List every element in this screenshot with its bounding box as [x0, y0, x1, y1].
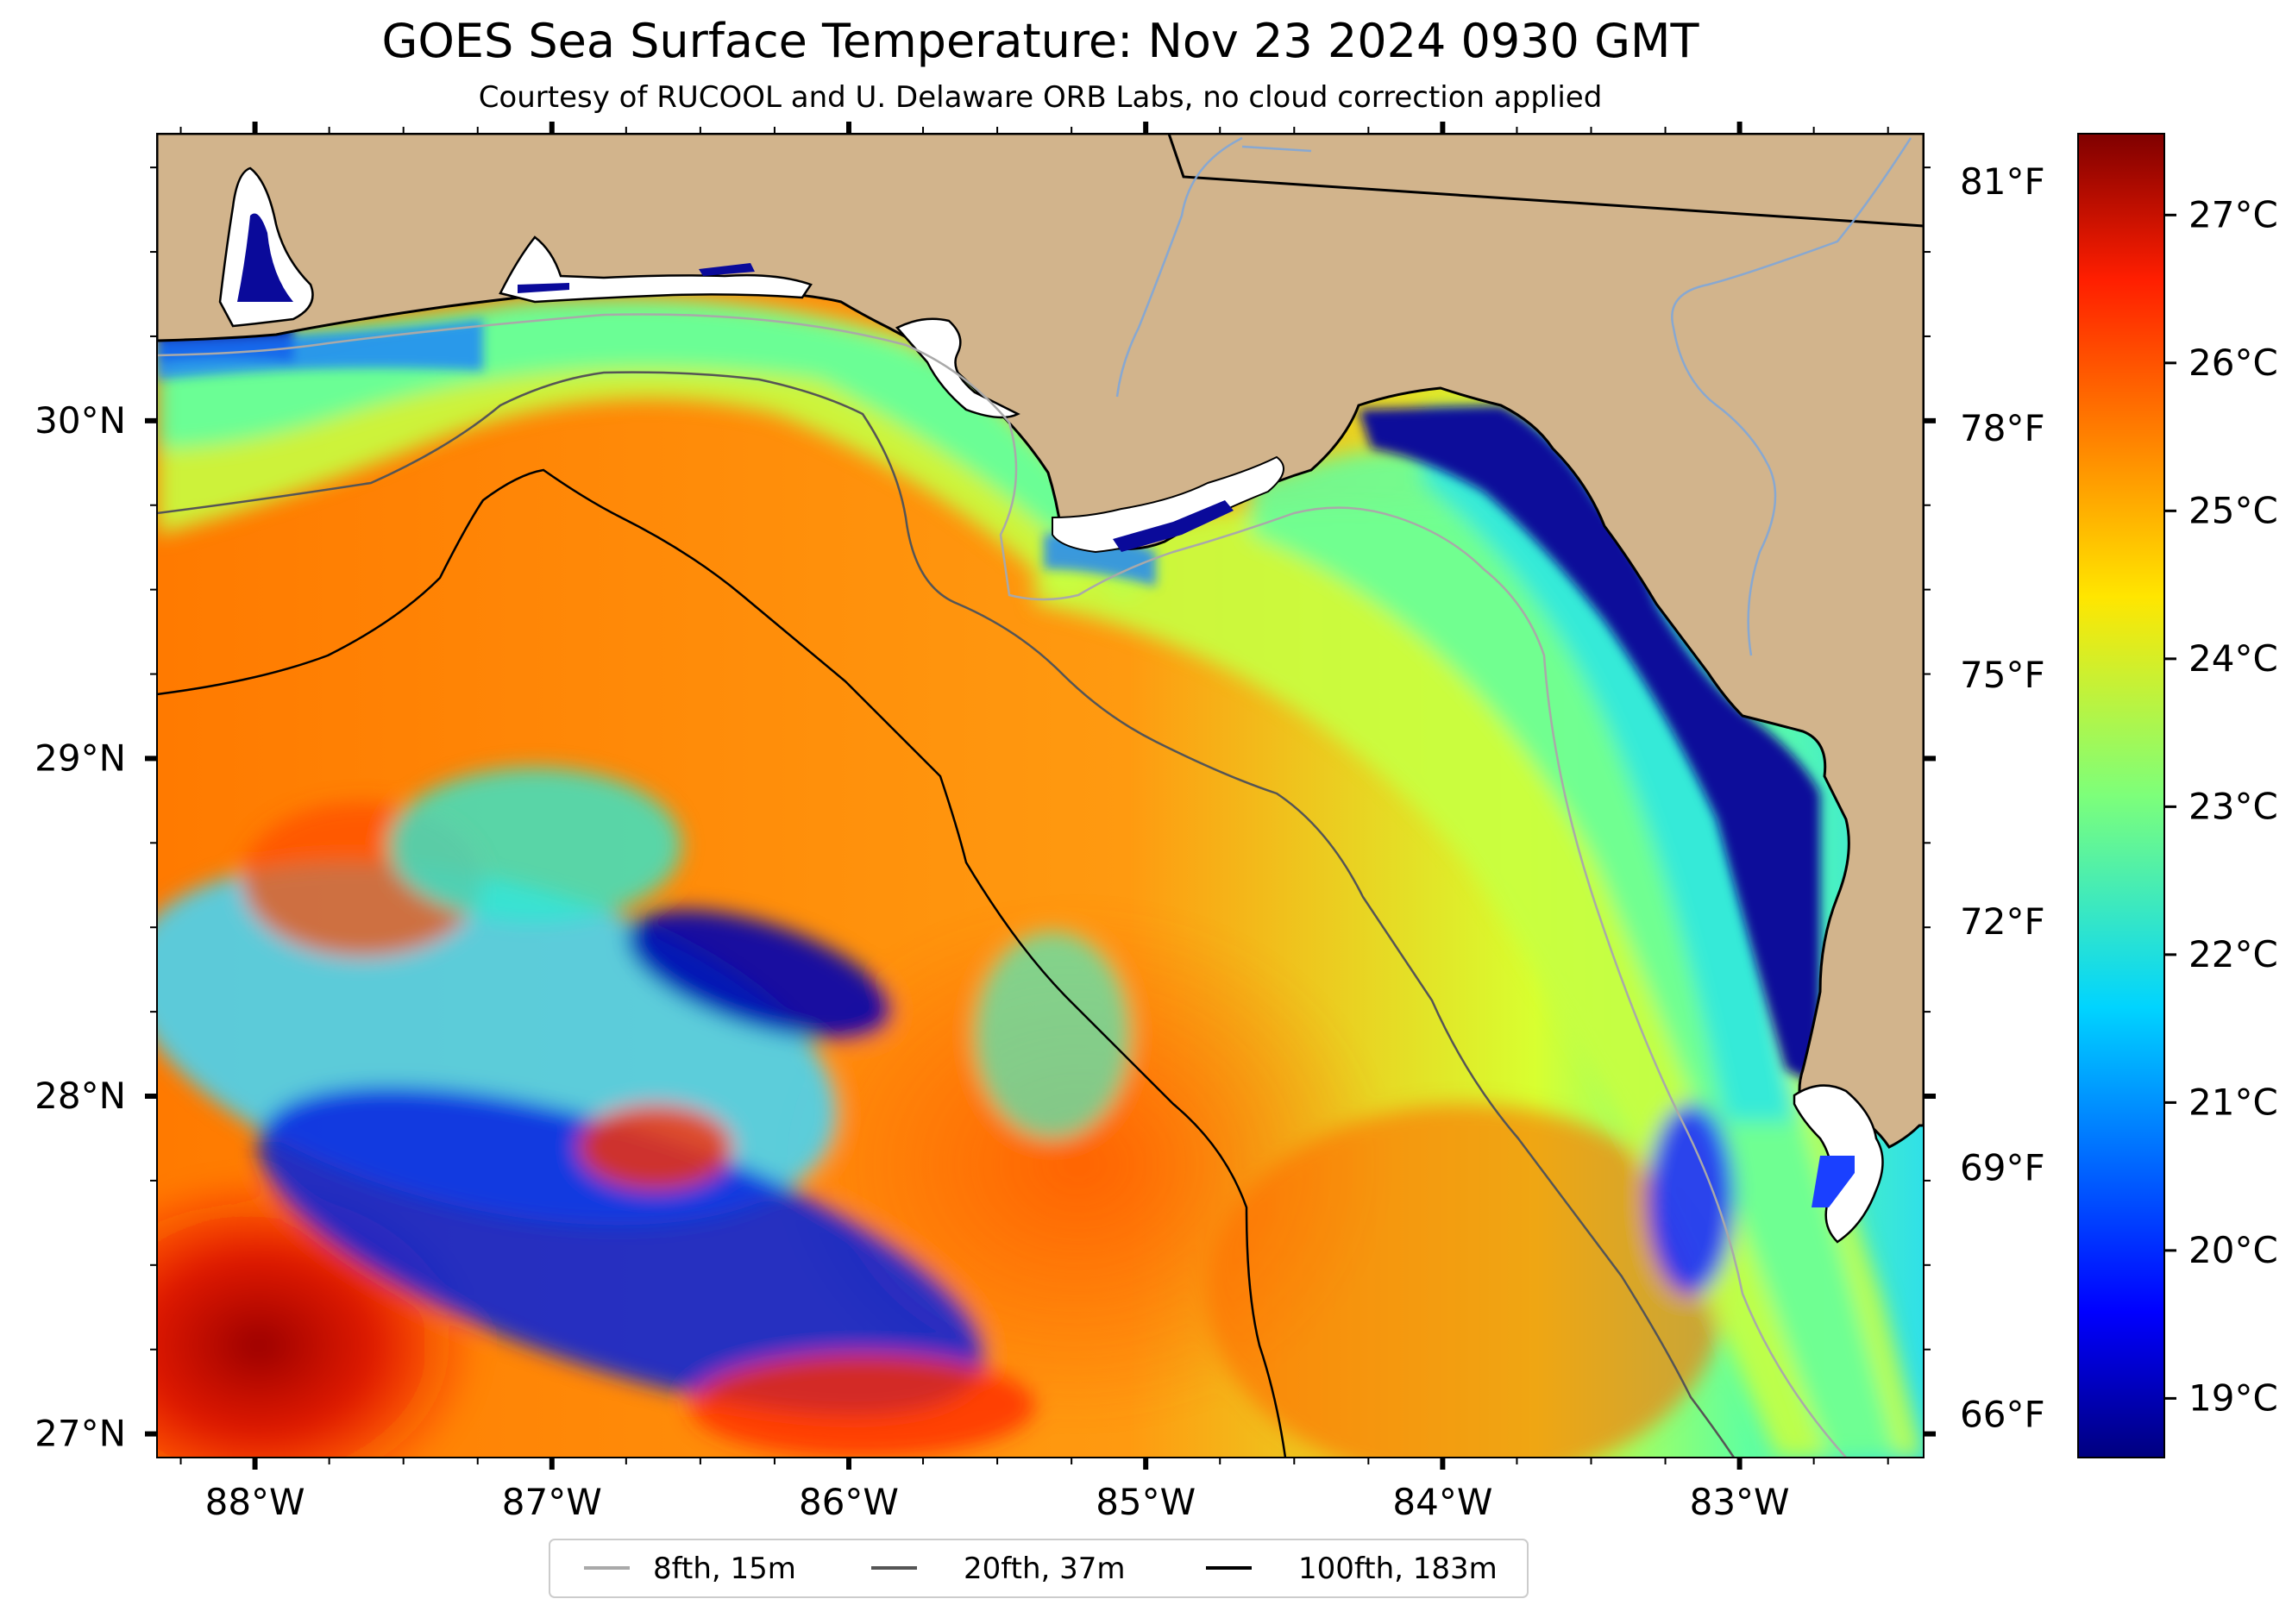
fahrenheit-tick-label: 72°F: [1960, 900, 2045, 943]
fahrenheit-tick-label: 81°F: [1960, 160, 2045, 203]
map-frame: [156, 133, 1925, 1458]
lon-tick-label: 85°W: [1096, 1481, 1196, 1523]
latitude-axis: 30°N 29°N 28°N 27°N: [35, 166, 1936, 1455]
land: [157, 134, 1924, 1244]
bathymetry-contours: [157, 313, 1847, 1458]
colorbar-tick-label: 26°C: [2188, 342, 2278, 384]
colorbar-ticks: 27°C 26°C 25°C 24°C 23°C 22°C 21°C 20°C 19°C: [2164, 193, 2278, 1419]
fahrenheit-tick-label: 69°F: [1960, 1147, 2045, 1189]
legend-box: [549, 1539, 1529, 1598]
state-border: [1167, 134, 1924, 228]
panhandle-bays: [499, 235, 813, 304]
colorbar-tick-label: 19°C: [2188, 1376, 2278, 1419]
legend-label-20fth: 20fth, 37m: [964, 1552, 1126, 1586]
lon-tick-label: 84°W: [1392, 1481, 1492, 1523]
lon-tick-label: 87°W: [502, 1481, 602, 1523]
colorbar-gradient: [2077, 133, 2165, 1458]
colorbar-tick-label: 24°C: [2188, 637, 2278, 680]
lon-tick-label: 83°W: [1690, 1481, 1790, 1523]
lat-tick-label: 30°N: [35, 399, 126, 442]
colorbar-tick-label: 27°C: [2188, 193, 2278, 235]
contour-100fth: [157, 468, 1287, 1458]
lon-tick-label: 88°W: [205, 1481, 305, 1523]
fahrenheit-tick-label: 75°F: [1960, 654, 2045, 696]
colorbar-tick-label: 22°C: [2188, 933, 2278, 975]
legend-label-100fth: 100fth, 183m: [1298, 1552, 1498, 1586]
contour-legend: 8fth, 15m 20fth, 37m 100fth, 183m: [549, 1539, 1529, 1598]
lon-tick-label: 86°W: [799, 1481, 899, 1523]
fahrenheit-tick-label: 66°F: [1960, 1393, 2045, 1435]
colorbar-tick-label: 23°C: [2188, 785, 2278, 827]
lat-tick-label: 29°N: [35, 737, 126, 779]
lat-tick-label: 27°N: [35, 1413, 126, 1455]
legend-label-8fth: 8fth, 15m: [653, 1552, 796, 1586]
longitude-axis: 88°W 87°W 86°W 85°W 84°W 83°W: [179, 122, 1889, 1523]
sst-map: [157, 134, 1924, 1458]
map-subtitle: Courtesy of RUCOOL and U. Delaware ORB L…: [479, 80, 1603, 115]
map-title: GOES Sea Surface Temperature: Nov 23 202…: [381, 14, 1699, 68]
fahrenheit-axis: 81°F 78°F 75°F 72°F 69°F 66°F: [1960, 160, 2045, 1435]
colorbar: 27°C 26°C 25°C 24°C 23°C 22°C 21°C 20°C 19°C: [2077, 133, 2278, 1458]
colorbar-tick-label: 21°C: [2188, 1081, 2278, 1123]
colorbar-tick-label: 20°C: [2188, 1229, 2278, 1271]
contour-20fth: [157, 371, 1736, 1458]
fahrenheit-tick-label: 78°F: [1960, 407, 2045, 449]
contour-8fth: [157, 313, 1847, 1458]
apalachee-bay-shoals: [1052, 455, 1284, 554]
colorbar-tick-label: 25°C: [2188, 489, 2278, 531]
lat-tick-label: 28°N: [35, 1075, 126, 1117]
apalachicola-bay: [895, 317, 1020, 419]
rivers: [1115, 136, 1912, 656]
